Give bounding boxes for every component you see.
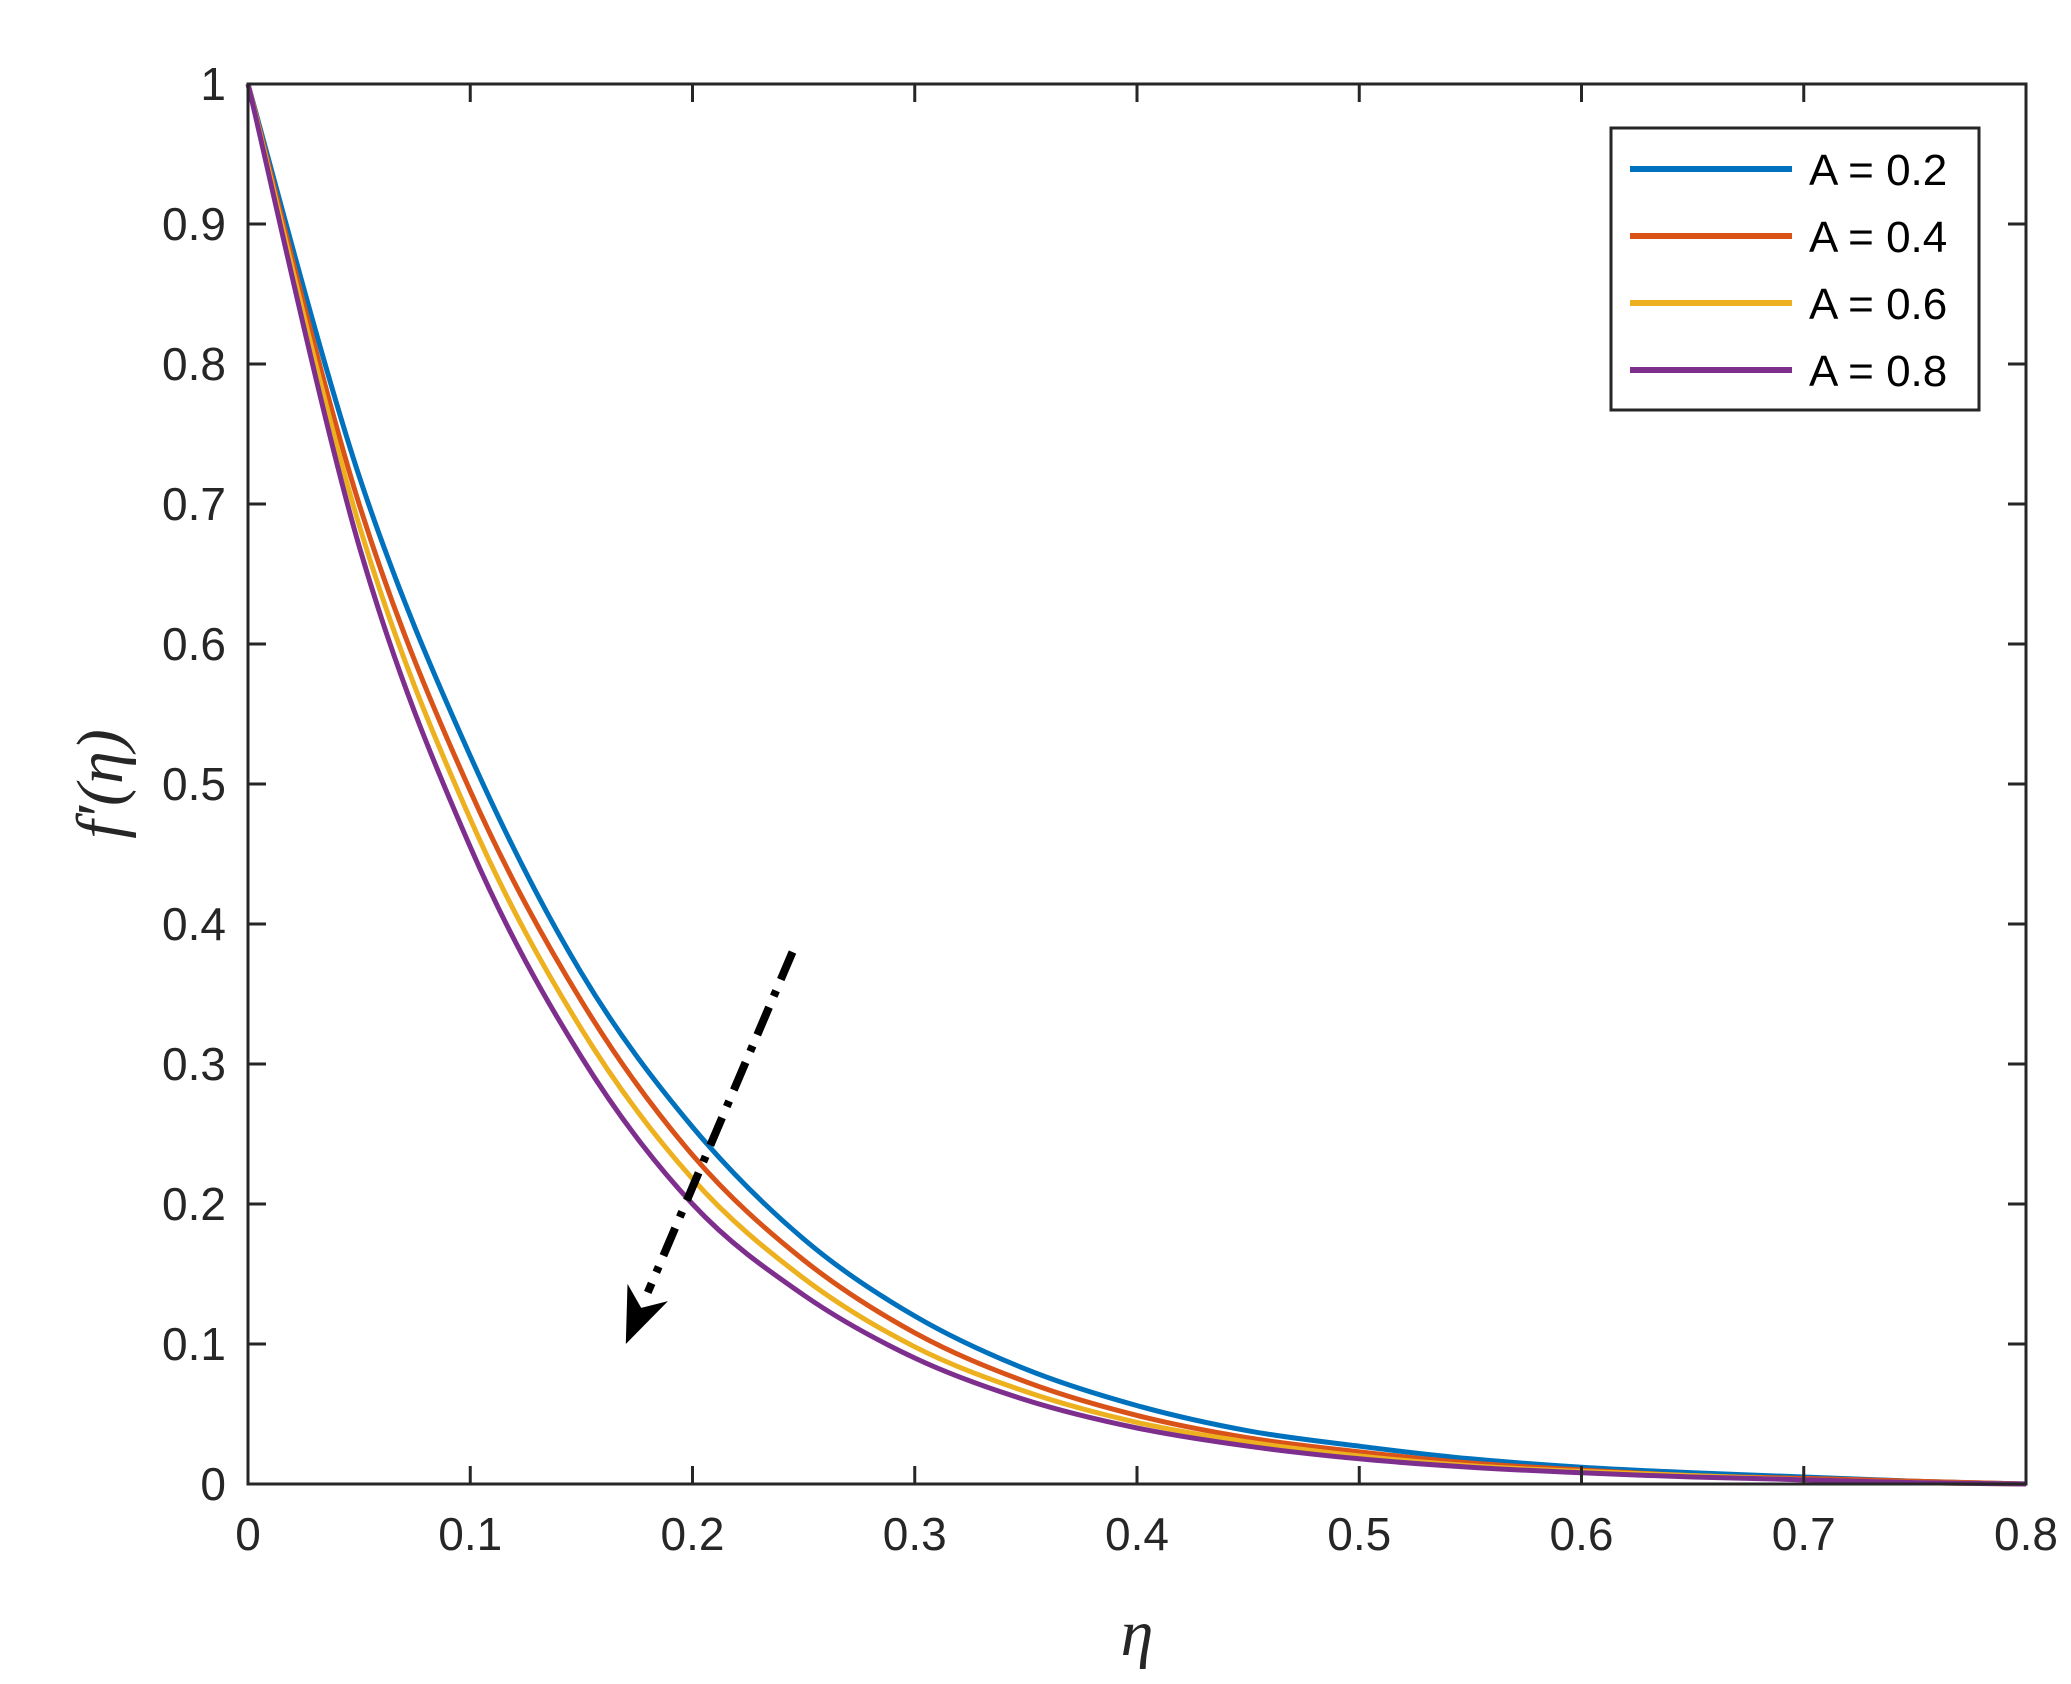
y-tick-label: 0.7 (162, 478, 226, 530)
legend-label-1: A = 0.2 (1809, 146, 1947, 195)
series-line-4 (245, 83, 2027, 1487)
x-tick-labels: 0 0.1 0.2 0.3 0.4 0.5 0.6 0.7 0.8 (235, 1508, 2058, 1560)
y-tick-labels: 0 0.1 0.2 0.3 0.4 0.5 0.6 0.7 0.8 0.9 1 (162, 58, 226, 1510)
x-tick-label: 0.8 (1994, 1508, 2058, 1560)
series-line-1 (245, 83, 2027, 1487)
x-tick-label: 0.1 (438, 1508, 502, 1560)
legend-label-3: A = 0.6 (1809, 280, 1947, 329)
x-tick-label: 0.3 (883, 1508, 947, 1560)
x-tick-label: 0.2 (661, 1508, 725, 1560)
legend: A = 0.2 A = 0.4 A = 0.6 A = 0.8 (1609, 126, 1981, 412)
y-tick-label: 0.3 (162, 1038, 226, 1090)
y-tick-label: 0.5 (162, 758, 226, 810)
annotation-arrow-shaft (644, 950, 797, 1295)
y-tick-label: 0.4 (162, 898, 226, 950)
x-axis-label: η (1121, 1597, 1154, 1670)
x-tick-label: 0.4 (1105, 1508, 1169, 1560)
annotation-arrow-head (625, 1283, 668, 1344)
legend-entries: A = 0.2 A = 0.4 A = 0.6 A = 0.8 (1630, 146, 1947, 396)
legend-label-4: A = 0.8 (1809, 347, 1947, 396)
x-tick-label: 0.6 (1550, 1508, 1614, 1560)
y-axis-label: f′(η) (64, 729, 137, 838)
y-tick-label: 0.1 (162, 1318, 226, 1370)
series-layer (245, 83, 2027, 1487)
legend-label-2: A = 0.4 (1809, 213, 1947, 262)
y-tick-label: 1 (200, 58, 226, 110)
y-tick-label: 0 (200, 1458, 226, 1510)
y-tick-label: 0.2 (162, 1178, 226, 1230)
tick-layer (246, 82, 2028, 1486)
legend-box (1609, 126, 1981, 412)
x-tick-label: 0.7 (1772, 1508, 1836, 1560)
x-tick-label: 0.5 (1327, 1508, 1391, 1560)
x-tick-label: 0 (235, 1508, 261, 1560)
annotation-layer (625, 950, 797, 1344)
y-tick-label: 0.9 (162, 198, 226, 250)
y-tick-label: 0.6 (162, 618, 226, 670)
y-tick-label: 0.8 (162, 338, 226, 390)
